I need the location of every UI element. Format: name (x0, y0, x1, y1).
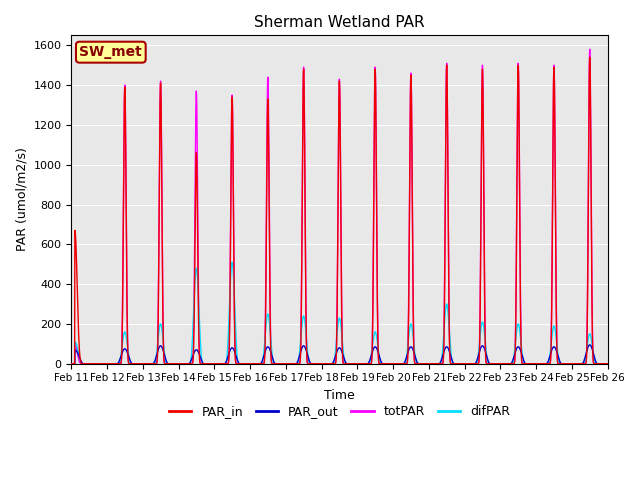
PAR_out (495, 361, 503, 367)
totPAR (586, 47, 593, 52)
difPAR (355, 361, 363, 367)
Line: PAR_out: PAR_out (72, 345, 607, 364)
PAR_out (367, 355, 374, 361)
totPAR (572, 361, 579, 367)
PAR_out (572, 361, 579, 367)
totPAR (367, 361, 374, 367)
PAR_out (556, 360, 564, 365)
PAR_in (586, 54, 593, 60)
difPAR (557, 361, 564, 367)
PAR_in (367, 361, 374, 367)
difPAR (68, 361, 76, 367)
Line: totPAR: totPAR (72, 49, 607, 364)
Line: difPAR: difPAR (72, 262, 607, 364)
Text: SW_met: SW_met (79, 45, 142, 59)
totPAR (217, 361, 225, 367)
PAR_out (604, 361, 611, 367)
Legend: PAR_in, PAR_out, totPAR, difPAR: PAR_in, PAR_out, totPAR, difPAR (164, 400, 515, 423)
difPAR (217, 361, 225, 367)
PAR_out (68, 361, 76, 367)
difPAR (604, 361, 611, 367)
totPAR (495, 361, 503, 367)
totPAR (604, 361, 611, 367)
difPAR (495, 361, 503, 367)
Title: Sherman Wetland PAR: Sherman Wetland PAR (254, 15, 425, 30)
PAR_out (217, 361, 225, 367)
PAR_out (586, 342, 593, 348)
totPAR (556, 361, 564, 367)
totPAR (355, 361, 363, 367)
PAR_out (355, 361, 363, 367)
difPAR (367, 356, 374, 362)
PAR_in (355, 361, 363, 367)
PAR_in (495, 361, 503, 367)
PAR_in (217, 361, 225, 367)
totPAR (68, 361, 76, 367)
difPAR (228, 259, 236, 265)
Y-axis label: PAR (umol/m2/s): PAR (umol/m2/s) (15, 147, 28, 252)
X-axis label: Time: Time (324, 389, 355, 402)
PAR_in (68, 361, 76, 367)
PAR_in (556, 361, 564, 367)
PAR_in (604, 361, 611, 367)
PAR_in (572, 361, 579, 367)
difPAR (572, 361, 579, 367)
Line: PAR_in: PAR_in (72, 57, 607, 364)
